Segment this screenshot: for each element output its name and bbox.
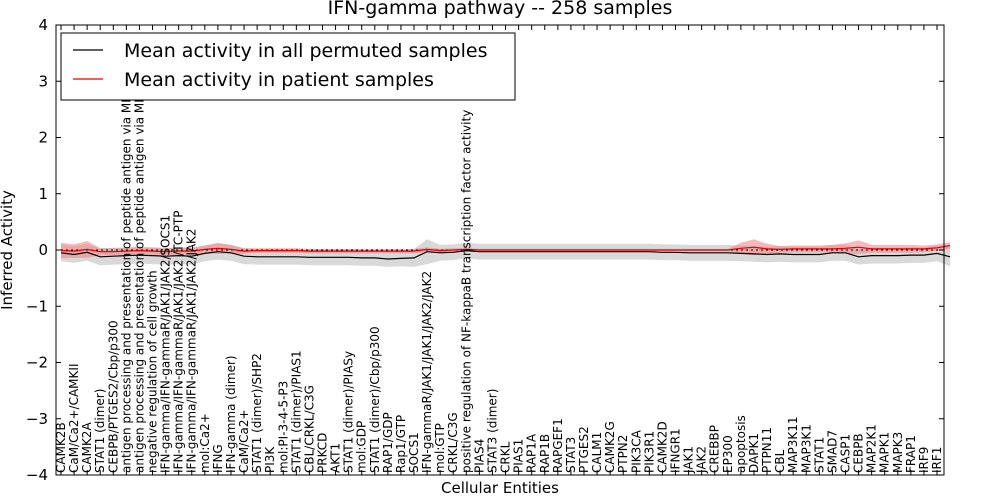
chart-title: IFN-gamma pathway -- 258 samples bbox=[328, 0, 673, 19]
x-tick-label: PIK3CA bbox=[629, 429, 643, 473]
x-tick-label: EP300 bbox=[721, 435, 735, 473]
x-tick-label: STAT1 (dimer)/PIASy bbox=[342, 351, 356, 473]
x-tick-label: Rap1/GTP bbox=[394, 415, 408, 473]
x-tick-label: STAT1 (dimer)/PIAS1 bbox=[289, 350, 303, 473]
y-tick-label: −1 bbox=[26, 297, 48, 315]
legend: Mean activity in all permuted samples Me… bbox=[60, 32, 516, 101]
x-tick-label: PIAS4 bbox=[472, 439, 486, 473]
x-tick-label: CRKL bbox=[499, 441, 513, 473]
series-lines bbox=[60, 244, 951, 260]
x-tick-label: SMAD7 bbox=[825, 430, 839, 473]
x-tick-label: AKT1 bbox=[329, 443, 343, 473]
x-tick-label: CAMK2B bbox=[54, 422, 68, 473]
x-tick-label: CRKL/C3G bbox=[446, 412, 460, 473]
x-axis-ticks bbox=[60, 25, 938, 475]
x-tick-label: IRF9 bbox=[917, 447, 931, 473]
x-tick-label: PIK3R1 bbox=[642, 431, 656, 473]
y-axis-ticks: 4 3 2 1 0 −1 −2 −3 −4 bbox=[26, 16, 944, 484]
x-tick-label: CBL/CRKL/C3G bbox=[302, 385, 316, 473]
x-tick-label: IFN-gamma/IFN-gammaR/JAK1/JAK2/JAK2 bbox=[185, 228, 199, 473]
line-series-0 bbox=[60, 249, 951, 260]
x-tick-label: RAP1B bbox=[538, 434, 552, 473]
x-tick-label: IFNGR1 bbox=[669, 428, 683, 473]
x-tick-label: STAT3 bbox=[564, 437, 578, 473]
x-tick-label: CaM/Ca2+/CAMKII bbox=[67, 364, 81, 473]
x-tick-label: PTPN11 bbox=[760, 427, 774, 473]
x-tick-label: CREBBP bbox=[708, 425, 722, 473]
x-tick-label: positive regulation of NF-kappaB transcr… bbox=[459, 110, 473, 473]
x-tick-label: STAT1 (dimer)/Cbp/p300 bbox=[368, 326, 382, 473]
x-tick-label: CAMK2G bbox=[603, 421, 617, 473]
y-tick-label: 0 bbox=[38, 241, 48, 259]
x-tick-label: antigen processing and presentation of p… bbox=[132, 41, 146, 473]
x-tick-label: mol:Ca2+ bbox=[198, 413, 212, 473]
x-tick-label: CALM1 bbox=[590, 432, 604, 473]
legend-label-patient: Mean activity in patient samples bbox=[124, 69, 434, 91]
y-axis-title: Inferred Activity bbox=[0, 190, 16, 310]
x-tick-label: IRF1 bbox=[930, 447, 944, 473]
x-tick-label: CaM/Ca2+ bbox=[237, 409, 251, 473]
x-tick-label: negative regulation of cell growth bbox=[146, 270, 160, 473]
x-tick-label: STAT1 (dimer) bbox=[93, 389, 107, 473]
legend-box bbox=[60, 32, 516, 101]
x-tick-label: antigen processing and presentation of p… bbox=[119, 44, 133, 473]
x-tick-label: FRAP1 bbox=[904, 435, 918, 473]
legend-label-permuted: Mean activity in all permuted samples bbox=[124, 40, 487, 62]
x-tick-label: IFN-gamma/IFN-gammaR/JAK1/JAK2/SOCS1 bbox=[159, 215, 173, 473]
x-tick-label: CEBPB bbox=[852, 433, 866, 473]
x-tick-label: STAT3 (dimer) bbox=[486, 389, 500, 473]
x-tick-label: MAP3K1 bbox=[799, 424, 813, 473]
x-tick-label: JAK1 bbox=[682, 446, 696, 474]
line-series-1 bbox=[60, 244, 951, 253]
x-tick-label: PI3K bbox=[263, 446, 277, 473]
x-tick-label: RAP1/GDP bbox=[381, 412, 395, 473]
x-tick-label: PIAS1 bbox=[512, 439, 526, 473]
band-series-0 bbox=[61, 239, 951, 267]
x-tick-label: mol:PI-3-4-5-P3 bbox=[276, 381, 290, 473]
x-tick-label: PTPN2 bbox=[616, 435, 630, 473]
y-tick-label: −3 bbox=[26, 410, 48, 428]
x-tick-label: RAP1A bbox=[525, 433, 539, 473]
y-tick-label: 2 bbox=[38, 129, 48, 147]
x-axis-title: Cellular Entities bbox=[441, 479, 559, 497]
x-tick-label: IFN-gamma/IFN-gammaR/JAK1/JAK2 /TC-PTP bbox=[172, 211, 186, 473]
x-tick-label: RAPGEF1 bbox=[551, 418, 565, 473]
x-tick-label: apoptosis bbox=[734, 415, 748, 473]
x-tick-label: JAK2 bbox=[695, 446, 709, 474]
y-tick-label: −4 bbox=[26, 466, 48, 484]
x-tick-label: STAT1 (dimer)/SHP2 bbox=[250, 353, 264, 473]
x-axis-entity-labels: CAMK2B CaM/Ca2+/CAMKII CAMK2A STAT1 (dimer)… bbox=[54, 41, 944, 474]
y-tick-label: 1 bbox=[38, 185, 48, 203]
x-tick-label: MAP3K11 bbox=[786, 416, 800, 473]
x-tick-label: DAPK1 bbox=[747, 433, 761, 473]
y-tick-label: 3 bbox=[38, 72, 48, 90]
y-tick-label: 4 bbox=[38, 16, 48, 34]
x-tick-label: CEBPB/PTGES2/Cbp/p300 bbox=[106, 320, 120, 473]
x-tick-label: MAPK1 bbox=[878, 432, 892, 473]
x-tick-label: CAMK2A bbox=[80, 422, 94, 473]
x-tick-label: SOCS1 bbox=[407, 432, 421, 473]
x-tick-label: MAP2K1 bbox=[865, 424, 879, 473]
x-tick-label: CASP1 bbox=[839, 434, 853, 473]
plot-area-frame bbox=[55, 24, 945, 476]
x-tick-label: mol:GDP bbox=[355, 421, 369, 473]
x-tick-label: CAMK2D bbox=[655, 421, 669, 473]
x-tick-label: PRKCD bbox=[316, 433, 330, 473]
x-tick-label: IFNG bbox=[211, 444, 225, 473]
x-tick-label: STAT1 bbox=[812, 437, 826, 473]
x-tick-label: mol:GTP bbox=[433, 423, 447, 473]
x-tick-label: PTGES2 bbox=[577, 426, 591, 473]
x-tick-label: IFN-gammaR/JAK1/JAK1/JAK2/JAK2 bbox=[420, 271, 434, 473]
y-tick-label: −2 bbox=[26, 354, 48, 372]
x-tick-label: CBL bbox=[773, 449, 787, 473]
x-tick-label: MAPK3 bbox=[891, 432, 905, 473]
x-tick-label: IFN-gamma (dimer) bbox=[224, 355, 238, 473]
